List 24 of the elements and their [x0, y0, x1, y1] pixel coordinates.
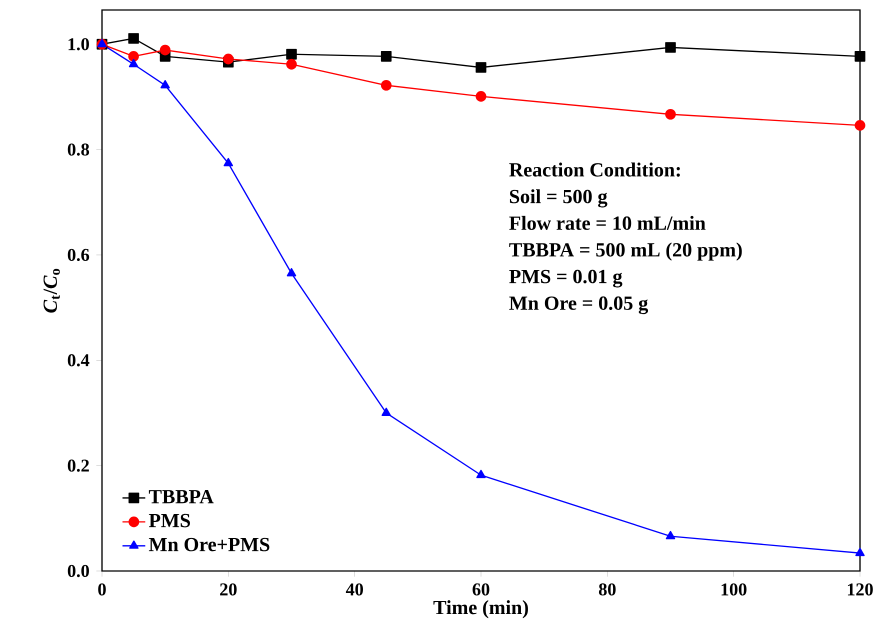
annotation: Soil = 500 g: [510, 189, 608, 208]
y-tick-label: 0.8: [68, 143, 90, 156]
y-tick-label: 0.6: [68, 248, 90, 262]
legend-label: TBBPA: [148, 490, 214, 504]
x-axis-title: Time (min): [433, 600, 528, 618]
legend-label: PMS: [148, 514, 190, 528]
x-tick-label: 80: [598, 583, 616, 596]
x-tick-label: 20: [220, 583, 237, 596]
x-tick-label: 0: [98, 583, 106, 596]
y-tick-label: 1.0: [68, 38, 89, 50]
legend-label: Mn Ore+PMS: [148, 538, 270, 552]
x-tick-label: 40: [346, 583, 363, 596]
annotation: PMS = 0.01 g: [509, 270, 622, 288]
y-axis-title: C$_{t}$/C$_{o}$: [44, 268, 60, 313]
y-tick-label: 0.2: [68, 460, 89, 472]
annotation: Mn Ore = 0.05 g: [509, 296, 648, 314]
annotation: Flow rate = 10 mL/min: [509, 216, 706, 230]
annotation: TBBPA = 500 mL (20 ppm): [509, 242, 742, 261]
x-tick-label: 120: [848, 583, 873, 596]
y-tick-label: 0.4: [68, 354, 90, 366]
x-tick-label: 60: [472, 583, 490, 596]
y-tick-label: 0.0: [68, 564, 89, 578]
annotation: Reaction Condition:: [509, 162, 680, 177]
x-tick-label: 100: [722, 583, 746, 596]
